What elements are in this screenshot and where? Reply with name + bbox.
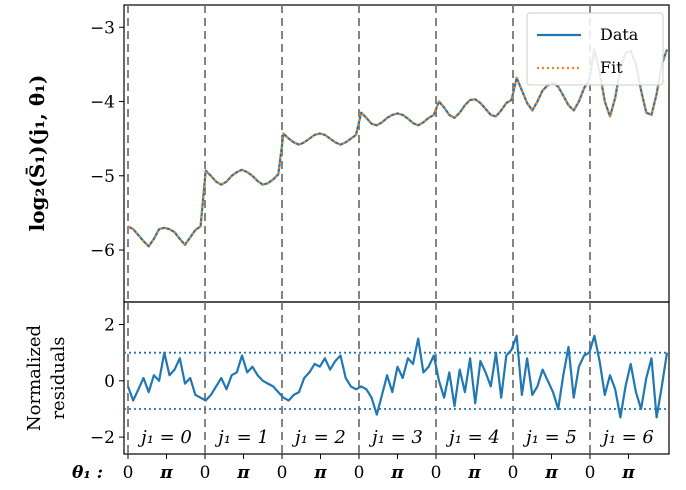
residual-line <box>126 334 669 419</box>
segment-label: j₁ = 2 <box>291 427 346 448</box>
x-tick-label: 0 <box>431 463 442 483</box>
x-tick-label: π <box>621 463 635 483</box>
x-tick-label: π <box>544 463 558 483</box>
segment-label: j₁ = 0 <box>137 427 192 448</box>
top-y-ticks: −3 −4 −5 −6 <box>90 18 124 261</box>
top-series-lines <box>127 48 669 248</box>
x-tick-label: 0 <box>277 463 288 483</box>
x-tick-labels: 0 π 0 π 0 π 0 π 0 π 0 π 0 π <box>123 454 635 483</box>
residual-series-line <box>126 334 669 419</box>
bottom-y-axis-label-line2: residuals <box>48 336 69 419</box>
x-tick-label: π <box>313 463 327 483</box>
bottom-panel: 20−2 j₁ = 0 j₁ = 1 j₁ = 2 j₁ = 3 j₁ = 4 j₁ = … <box>24 301 670 455</box>
top-y-tick-label: −5 <box>90 167 115 187</box>
legend-fit-label: Fit <box>600 58 623 77</box>
x-tick-label: π <box>467 463 481 483</box>
x-tick-label: π <box>236 463 250 483</box>
segment-label-bg <box>593 424 664 448</box>
legend-box <box>526 12 664 86</box>
bottom-y-tick-label: 0 <box>104 372 115 392</box>
bottom-plot-frame <box>123 301 670 455</box>
x-tick-label: 0 <box>508 463 519 483</box>
bottom-y-tick-label: −2 <box>90 428 115 448</box>
residual-reference-lines <box>124 351 669 410</box>
top-y-tick-label: −4 <box>90 93 115 113</box>
x-tick-label: 0 <box>354 463 365 483</box>
top-segment-dividers <box>127 5 591 302</box>
segment-label-bg <box>131 424 202 448</box>
top-y-tick-label: −3 <box>90 18 115 38</box>
segment-label-bg <box>362 424 433 448</box>
x-tick-label: 0 <box>585 463 596 483</box>
legend-data-label: Data <box>600 25 639 44</box>
segment-label-bg <box>285 424 356 448</box>
segment-label-bg <box>516 424 587 448</box>
segment-label-bg <box>208 424 279 448</box>
segment-labels: j₁ = 0 j₁ = 1 j₁ = 2 j₁ = 3 j₁ = 4 j₁ = 5 j₁ =… <box>131 424 664 448</box>
segment-label: j₁ = 4 <box>445 427 500 448</box>
x-tick-label: 0 <box>200 463 211 483</box>
bottom-y-tick-label: 2 <box>104 316 115 336</box>
x-tick-label: π <box>159 463 173 483</box>
x-tick-label: 0 <box>123 463 134 483</box>
data-series-line <box>127 48 669 248</box>
segment-label: j₁ = 3 <box>368 427 423 448</box>
bottom-y-axis-label-line1: Normalized <box>24 325 45 431</box>
segment-label: j₁ = 5 <box>522 427 577 448</box>
legend: Data Fit <box>526 12 664 86</box>
top-panel: −3 −4 −5 −6 log₂(S̄₁)(j₁, θ₁) Data Fit <box>24 4 670 303</box>
segment-label: j₁ = 1 <box>214 427 269 448</box>
segment-label: j₁ = 6 <box>599 427 654 448</box>
segment-label-bg <box>439 424 510 448</box>
bottom-y-ticks: 2 0 −2 <box>90 316 124 448</box>
top-y-axis-label: log₂(S̄₁)(j₁, θ₁) <box>24 75 49 232</box>
x-axis-prefix: θ₁ : <box>72 463 103 483</box>
x-tick-label: π <box>390 463 404 483</box>
top-y-tick-label: −6 <box>90 241 115 261</box>
